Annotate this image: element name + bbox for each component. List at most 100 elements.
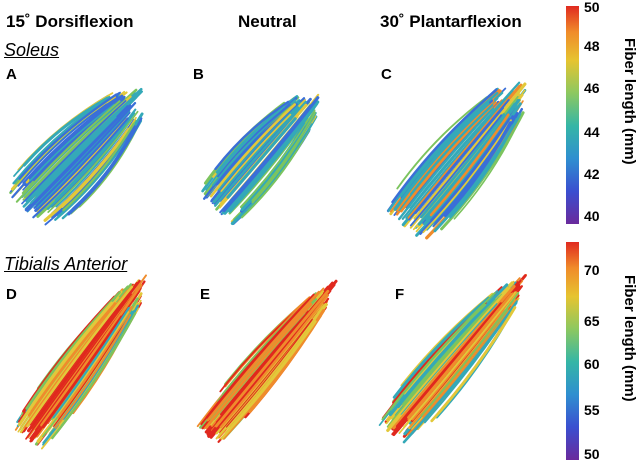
muscle-fiber	[453, 112, 524, 220]
muscle-fiber	[226, 302, 327, 430]
soleus-plantarflexion-fiber-panel	[386, 81, 527, 240]
muscle-fiber	[407, 292, 513, 419]
muscle-fiber	[222, 96, 320, 213]
muscle-fiber	[401, 81, 521, 220]
muscle-fiber	[67, 127, 136, 216]
muscle-fiber	[47, 110, 139, 213]
muscle-fiber	[26, 285, 134, 428]
muscle-fiber	[220, 113, 292, 192]
muscle-fiber	[17, 301, 114, 427]
muscle-fiber	[23, 289, 129, 429]
tibialis-colorbar-tick: 60	[584, 356, 600, 372]
section-title-soleus: Soleus	[4, 40, 60, 60]
muscle-fiber	[422, 119, 512, 234]
muscle-fiber	[219, 294, 330, 429]
muscle-fiber	[240, 129, 310, 219]
soleus-colorbar-tick: 48	[584, 38, 600, 54]
muscle-fiber	[21, 100, 127, 205]
muscle-fiber	[52, 307, 130, 419]
muscle-fiber	[391, 88, 498, 204]
muscle-fiber	[46, 112, 136, 210]
tibialis-plantarflexion-fiber-panel	[378, 273, 527, 444]
panel-label-f: F	[395, 286, 405, 303]
soleus-colorbar-tick: 42	[584, 166, 600, 182]
muscle-fiber	[413, 82, 527, 220]
muscle-fiber	[430, 117, 510, 222]
muscle-fiber	[419, 113, 506, 219]
muscle-fiber	[398, 107, 494, 221]
panel-label-e: E	[200, 286, 211, 303]
muscle-fiber	[27, 282, 139, 433]
muscle-fiber	[205, 300, 310, 419]
muscle-fiber	[25, 293, 132, 440]
muscle-fiber	[420, 291, 520, 417]
muscle-fiber	[36, 311, 130, 443]
tibialis-colorbar-tick: 65	[584, 313, 600, 329]
muscle-fiber	[17, 103, 108, 187]
muscle-fiber	[251, 111, 316, 202]
muscle-fiber	[430, 306, 517, 423]
muscle-fiber	[388, 282, 515, 428]
muscle-fiber	[226, 117, 297, 199]
muscle-fiber	[214, 289, 330, 428]
muscle-fiber	[399, 91, 499, 197]
muscle-fiber	[220, 320, 317, 440]
muscle-fiber	[27, 302, 117, 417]
muscle-fiber	[403, 291, 517, 428]
muscle-fiber	[402, 299, 498, 406]
column-title-neutral: Neutral	[238, 12, 297, 31]
tibialis-colorbar	[566, 242, 579, 460]
muscle-fiber	[395, 99, 495, 212]
tibialis-colorbar-title: Fiber length (mm)	[621, 275, 638, 402]
column-title-dorsiflexion: 15˚ Dorsiflexion	[6, 12, 134, 31]
muscle-fiber	[29, 116, 117, 204]
muscle-fiber	[34, 112, 119, 197]
muscle-fiber	[205, 105, 286, 191]
column-title-plantarflexion: 30˚ Plantarflexion	[380, 12, 522, 31]
muscle-fiber	[17, 96, 108, 173]
muscle-fiber	[62, 122, 135, 212]
muscle-fiber	[36, 117, 127, 213]
muscle-fiber	[40, 283, 143, 427]
section-title-tibialis-anterior: Tibialis Anterior	[4, 254, 128, 274]
muscle-fiber	[18, 93, 118, 180]
muscle-fiber	[216, 103, 291, 178]
muscle-fiber	[392, 296, 490, 399]
muscle-fiber	[402, 301, 518, 444]
muscle-fiber	[407, 292, 514, 421]
soleus-colorbar	[566, 6, 579, 224]
panel-label-b: B	[193, 66, 204, 83]
soleus-colorbar-tick: 46	[584, 80, 600, 96]
muscle-fiber	[15, 100, 121, 203]
muscle-fiber	[33, 101, 137, 209]
muscle-fiber	[25, 92, 137, 203]
muscle-fiber	[389, 303, 487, 411]
tibialis-colorbar-tick: 70	[584, 262, 600, 278]
muscle-fiber	[433, 112, 522, 233]
muscle-fiber	[61, 116, 137, 208]
muscle-fiber	[206, 290, 321, 422]
soleus-colorbar-tick: 44	[584, 124, 600, 140]
muscle-fiber	[244, 109, 316, 204]
muscle-fiber	[443, 121, 512, 218]
tibialis-colorbar-tick: 50	[584, 446, 600, 462]
muscle-fiber	[220, 109, 300, 199]
muscle-fiber	[214, 100, 290, 171]
muscle-fiber	[28, 94, 124, 180]
muscle-fiber	[26, 104, 132, 212]
muscle-fiber	[34, 111, 131, 212]
muscle-fiber	[396, 302, 503, 428]
muscle-fiber	[25, 291, 121, 410]
muscle-fiber	[388, 283, 509, 417]
muscle-fiber	[410, 104, 494, 196]
muscle-fiber	[51, 312, 137, 440]
tibialis-dorsiflexion-fiber-panel	[14, 274, 147, 450]
muscle-fiber	[208, 302, 313, 425]
muscle-fiber	[30, 315, 122, 443]
tibialis-colorbar-tick: 55	[584, 402, 600, 418]
muscle-fiber	[396, 96, 488, 190]
panel-label-c: C	[381, 66, 392, 83]
tibialis-neutral-fiber-panel	[196, 279, 338, 443]
soleus-neutral-fiber-panel	[201, 93, 320, 225]
